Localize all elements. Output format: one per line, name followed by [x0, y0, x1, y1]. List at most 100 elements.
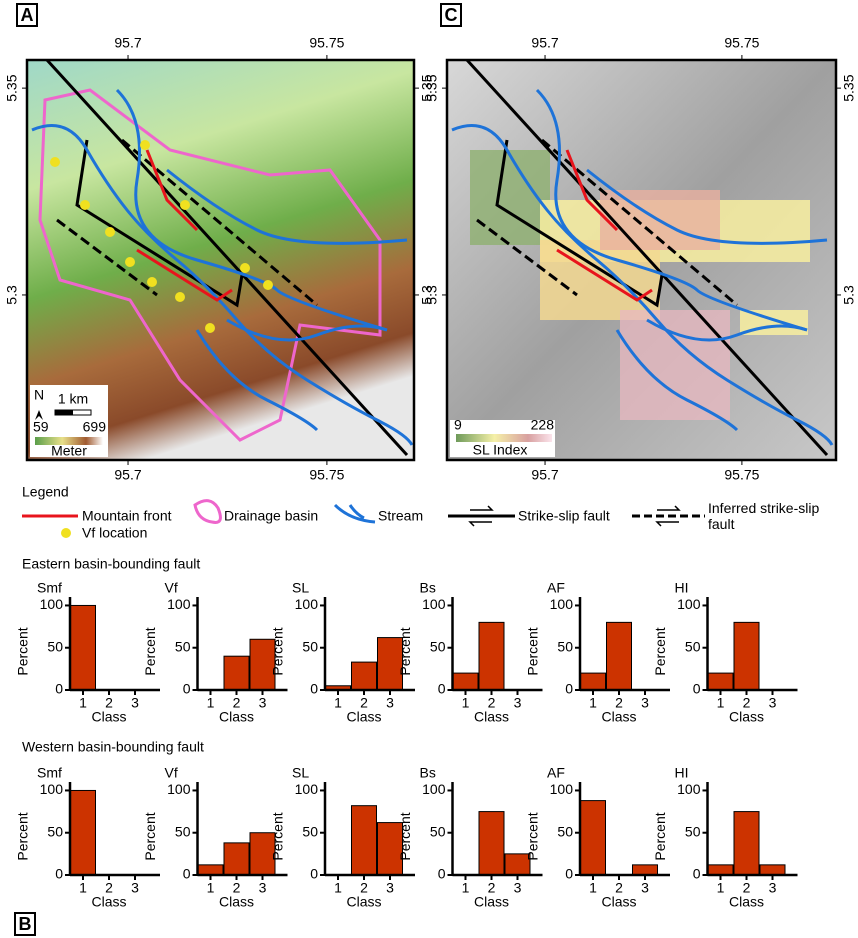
bar: [351, 661, 377, 691]
x-axis-label: Class: [729, 894, 764, 910]
y-axis-label: Percent: [15, 812, 31, 860]
x-tick-label: 2: [360, 880, 368, 896]
scale-label: 1 km: [58, 391, 88, 407]
x-axis-label: Class: [474, 894, 509, 910]
x-tick-label: 3: [259, 880, 267, 896]
y-tick-label: 50: [430, 638, 446, 654]
x-tick-label: 3: [259, 695, 267, 711]
y-axis-label: Percent: [525, 627, 541, 675]
x-tick-label: 3: [386, 695, 394, 711]
bar: [197, 864, 224, 876]
x-tick-label: 3: [769, 695, 777, 711]
y-tick-label: 100: [677, 781, 701, 797]
bar: [452, 672, 479, 691]
y-tick-label: 5.3: [424, 285, 440, 305]
x-tick-label: 2: [615, 880, 623, 896]
chart-title: Vf: [165, 765, 178, 781]
colorbar: [35, 437, 103, 445]
x-tick-label: 1: [462, 695, 470, 711]
map-frame: [445, 58, 838, 462]
x-axis-label: Class: [219, 709, 254, 725]
chart-title: Smf: [37, 580, 62, 596]
bar: [606, 621, 632, 691]
y-tick-label: 50: [47, 823, 63, 839]
y-axis-label: Percent: [525, 812, 541, 860]
y-tick-label: 0: [565, 681, 573, 697]
legend-label: Mountain front: [82, 508, 172, 524]
x-tick-label: 95.75: [309, 35, 344, 51]
legend-swatch: [193, 499, 222, 524]
y-tick-label: 50: [47, 638, 63, 654]
bar: [759, 864, 786, 876]
x-axis-label: Class: [219, 894, 254, 910]
y-axis-label: Percent: [652, 812, 668, 860]
x-axis-label: Class: [601, 709, 636, 725]
y-tick-label: 100: [295, 596, 319, 612]
legend-title: Legend: [22, 484, 69, 500]
x-tick-label: 2: [615, 695, 623, 711]
y-tick-label: 5.3: [4, 285, 20, 305]
bar: [580, 800, 606, 876]
bar: [733, 621, 760, 691]
north-arrow: [35, 410, 43, 420]
y-tick-label: 0: [438, 681, 446, 697]
x-tick-label: 95.75: [724, 35, 759, 51]
bar: [377, 637, 403, 691]
y-tick-label: 50: [302, 823, 318, 839]
colorbar-max: 699: [83, 419, 107, 435]
bar: [707, 672, 734, 691]
colorbar-max: 228: [531, 417, 555, 433]
x-tick-label: 2: [360, 695, 368, 711]
y-tick-label: 0: [55, 866, 63, 882]
x-axis-label: Class: [346, 709, 381, 725]
x-tick-label: 1: [334, 880, 342, 896]
x-tick-label: 2: [233, 880, 241, 896]
chart-title: Bs: [420, 580, 436, 596]
chart-title: AF: [547, 580, 565, 596]
y-axis-label: Percent: [270, 812, 286, 860]
bar: [707, 864, 734, 876]
x-tick-label: 3: [131, 695, 139, 711]
y-tick-label: 50: [175, 823, 191, 839]
panel-label: C: [445, 5, 458, 25]
y-tick-label: 100: [40, 596, 64, 612]
chart-title: HI: [675, 765, 689, 781]
y-tick-label: 100: [677, 596, 701, 612]
legend-label: Vf location: [82, 525, 147, 541]
y-tick-label: 50: [685, 638, 701, 654]
x-axis-label: Class: [91, 894, 126, 910]
x-tick-label: 1: [717, 695, 725, 711]
colorbar-title: Meter: [51, 443, 87, 459]
x-tick-label: 2: [233, 695, 241, 711]
y-tick-label: 0: [693, 866, 701, 882]
y-axis-label: Percent: [15, 627, 31, 675]
bar: [223, 655, 250, 691]
y-axis-label: Percent: [397, 627, 413, 675]
x-tick-label: 2: [105, 880, 113, 896]
x-tick-label: 3: [514, 695, 522, 711]
legend-swatch: [61, 528, 71, 538]
x-tick-label: 3: [386, 880, 394, 896]
x-tick-label: 95.75: [309, 467, 344, 483]
chart-title: Vf: [165, 580, 178, 596]
x-tick-label: 3: [641, 695, 649, 711]
y-tick-label: 50: [685, 823, 701, 839]
map-overlay: [450, 60, 834, 457]
x-tick-label: 95.7: [114, 35, 141, 51]
bar: [632, 864, 658, 876]
y-tick-label: 0: [438, 866, 446, 882]
legend-label: Inferred strike-slip fault: [708, 500, 820, 532]
bar: [377, 822, 403, 876]
bar: [70, 789, 96, 876]
y-tick-label: 0: [55, 681, 63, 697]
y-tick-label: 0: [183, 866, 191, 882]
y-tick-label: 100: [167, 781, 191, 797]
y-tick-label: 100: [422, 781, 446, 797]
y-tick-label: 0: [310, 681, 318, 697]
chart-title: Bs: [420, 765, 436, 781]
x-axis-label: Class: [346, 894, 381, 910]
panel-label: A: [21, 5, 34, 25]
x-tick-label: 1: [207, 695, 215, 711]
x-tick-label: 2: [743, 880, 751, 896]
bar: [733, 811, 760, 876]
